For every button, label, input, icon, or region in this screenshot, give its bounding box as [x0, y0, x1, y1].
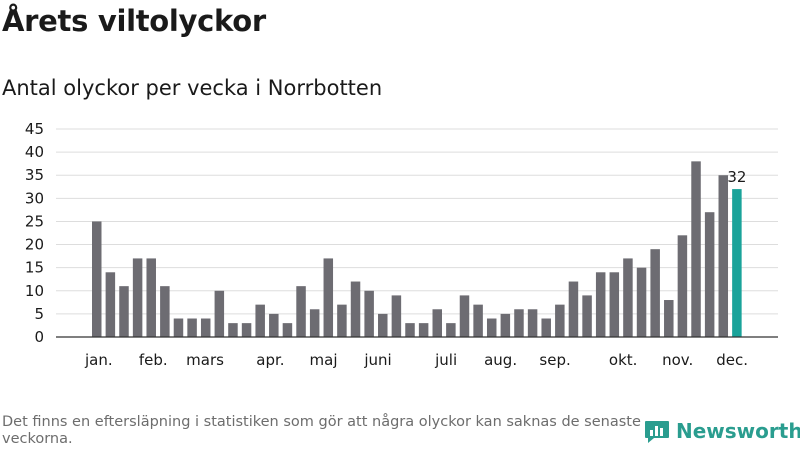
newsworthy-logo-icon — [645, 421, 669, 443]
x-tick-label: juni — [363, 351, 391, 369]
bar — [664, 300, 674, 337]
bar — [691, 161, 701, 337]
chart-title: Årets viltolyckor — [2, 4, 266, 38]
y-tick-label: 15 — [25, 259, 44, 277]
bar — [582, 295, 592, 337]
bar — [514, 309, 524, 337]
y-tick-label: 5 — [34, 305, 44, 323]
bar — [173, 318, 184, 337]
bar — [187, 318, 197, 337]
x-tick-label: nov. — [662, 351, 693, 369]
bar — [323, 258, 334, 337]
bar — [146, 258, 156, 337]
bar-chart: 0 5 10 15 20 25 30 35 40 45 32 jan. feb. mars apr. maj j… — [25, 120, 778, 369]
y-tick-label: 45 — [25, 120, 44, 138]
x-tick-label: maj — [310, 351, 338, 369]
bar — [459, 295, 470, 337]
bar — [241, 323, 252, 337]
bar — [486, 318, 497, 337]
bar — [555, 304, 565, 337]
bar — [337, 304, 347, 337]
bar — [309, 309, 320, 337]
y-tick-label: 10 — [25, 282, 44, 300]
bar — [92, 221, 102, 337]
bar — [432, 309, 442, 337]
chart-subtitle: Antal olyckor per vecka i Norrbotten — [2, 76, 383, 100]
x-tick-label: mars — [186, 351, 224, 369]
x-tick-label: jan. — [84, 351, 113, 369]
bar — [677, 235, 688, 337]
bar — [650, 249, 660, 337]
x-tick-label: juli — [434, 351, 457, 369]
bar — [527, 309, 538, 337]
bar — [282, 323, 293, 337]
bar — [378, 313, 388, 337]
bar — [418, 323, 429, 337]
bar — [105, 272, 116, 337]
bar — [160, 286, 170, 337]
data-label: 32 — [727, 168, 746, 186]
x-tick-label: okt. — [609, 351, 638, 369]
bar — [473, 304, 483, 337]
x-tick-label: apr. — [256, 351, 284, 369]
bar — [214, 290, 225, 337]
bar — [405, 323, 415, 337]
bar — [595, 272, 606, 337]
bar — [200, 318, 211, 337]
bar — [568, 281, 579, 337]
bar — [623, 258, 633, 337]
y-tick-label: 25 — [25, 212, 44, 230]
bar — [718, 175, 729, 337]
bar-highlight — [732, 189, 742, 337]
y-tick-label: 40 — [25, 143, 44, 161]
y-tick-label: 20 — [25, 236, 44, 254]
bar — [636, 267, 647, 337]
bar — [500, 313, 511, 337]
bar — [255, 304, 265, 337]
bar — [446, 323, 456, 337]
bar — [364, 290, 374, 337]
x-tick-label: dec. — [716, 351, 748, 369]
newsworthy-logo[interactable]: Newsworthy — [644, 418, 800, 444]
bar — [704, 212, 715, 337]
bar — [269, 313, 279, 337]
x-tick-label: sep. — [539, 351, 570, 369]
bar — [541, 318, 551, 337]
bar — [132, 258, 143, 337]
y-tick-label: 30 — [25, 189, 44, 207]
brand-name: Newsworthy — [676, 419, 800, 443]
x-tick-label: feb. — [139, 351, 168, 369]
y-tick-label: 0 — [34, 328, 44, 346]
bar — [296, 286, 306, 337]
bar — [609, 272, 620, 337]
bar — [119, 286, 129, 337]
bar — [228, 323, 238, 337]
bar — [350, 281, 361, 337]
y-tick-label: 35 — [25, 166, 44, 184]
x-tick-label: aug. — [484, 351, 517, 369]
footnote: Det finns en eftersläpning i statistiken… — [2, 414, 641, 447]
bar — [391, 295, 402, 337]
